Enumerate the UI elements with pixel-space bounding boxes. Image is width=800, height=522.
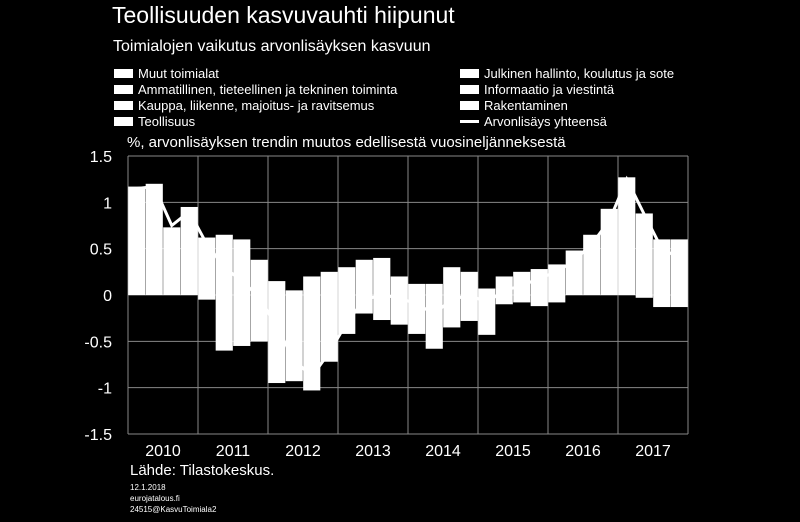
stacked-bar: [443, 267, 461, 328]
legend-label: Julkinen hallinto, koulutus ja sote: [484, 66, 675, 81]
legend-swatch: [114, 69, 133, 78]
stacked-bar: [373, 257, 391, 321]
stacked-bar: [233, 239, 251, 346]
stacked-bar: [635, 213, 653, 298]
stacked-bar: [425, 283, 443, 349]
bars: [128, 177, 688, 391]
stacked-bar: [670, 239, 688, 308]
stacked-bar: [285, 290, 303, 382]
stacked-bar: [215, 234, 233, 351]
stacked-bar: [600, 208, 618, 295]
total-line: [136, 175, 680, 379]
tick-labels: 1.5 1 0.5 0 -0.5 -1 -1.5 2010 2011 2012 2013 2014 20…: [84, 149, 670, 460]
stacked-bar: [565, 250, 583, 295]
stacked-bar: [303, 276, 321, 391]
legend-item: Kauppa, liikenne, majoitus- ja ravitsemu…: [114, 98, 374, 113]
legend-item: Rakentaminen: [460, 98, 568, 113]
stacked-bar: [408, 283, 426, 334]
legend-item: Julkinen hallinto, koulutus ja sote: [460, 66, 674, 81]
legend: Muut toimialat Ammatillinen, tieteelline…: [114, 66, 674, 130]
stacked-bar: [198, 237, 216, 300]
legend-label: Informaatio ja viestintä: [484, 82, 615, 97]
stacked-bar: [478, 288, 496, 335]
legend-swatch: [460, 69, 479, 78]
stacked-bar: [163, 227, 181, 295]
total-series-line: [136, 175, 680, 379]
y-tick-label: 0: [103, 288, 112, 305]
x-tick-label: 2016: [565, 443, 601, 460]
x-tick-label: 2011: [216, 443, 251, 460]
y-axis-label: %, arvonlisäyksen trendin muutos edellis…: [127, 134, 566, 151]
legend-swatch: [114, 101, 133, 110]
legend-item: Informaatio ja viestintä: [460, 82, 614, 97]
x-tick-label: 2014: [425, 443, 461, 460]
legend-line-swatch: [460, 120, 479, 123]
chart-subtitle: Toimialojen vaikutus arvonlisäyksen kasv…: [113, 38, 431, 55]
legend-swatch: [114, 85, 133, 94]
legend-item: Teollisuus: [114, 114, 195, 129]
legend-label: Teollisuus: [138, 114, 196, 129]
stacked-bar: [250, 259, 268, 342]
legend-label: Kauppa, liikenne, majoitus- ja ravitsemu…: [138, 98, 375, 113]
x-tick-label: 2015: [495, 443, 531, 460]
y-tick-label: 1.5: [90, 149, 112, 166]
site-note: eurojatalous.fi: [130, 494, 180, 503]
y-tick-label: 0.5: [90, 242, 112, 259]
legend-swatch: [460, 101, 479, 110]
legend-item: Muut toimialat: [114, 66, 219, 81]
stacked-bar: [320, 271, 338, 362]
source-note: Lähde: Tilastokeskus.: [130, 462, 275, 479]
y-tick-label: 1: [103, 195, 112, 212]
legend-label: Rakentaminen: [484, 98, 568, 113]
y-tick-label: -0.5: [84, 334, 112, 351]
x-tick-label: 2013: [355, 443, 391, 460]
legend-swatch: [114, 117, 133, 126]
stacked-bar: [355, 259, 373, 314]
stacked-bar: [653, 239, 671, 308]
stacked-bar: [390, 276, 408, 325]
legend-item: Ammatillinen, tieteellinen ja tekninen t…: [114, 82, 397, 97]
x-tick-label: 2017: [635, 443, 671, 460]
stacked-bar: [145, 183, 163, 295]
y-tick-label: -1.5: [84, 427, 112, 444]
legend-label: Ammatillinen, tieteellinen ja tekninen t…: [138, 82, 398, 97]
code-note: 24515@KasvuToimiala2: [130, 505, 217, 514]
date-note: 12.1.2018: [130, 483, 166, 492]
x-tick-label: 2010: [145, 443, 181, 460]
legend-label: Muut toimialat: [138, 66, 219, 81]
stacked-bar: [618, 177, 636, 295]
y-tick-label: -1: [98, 381, 112, 398]
stacked-bar: [180, 206, 198, 295]
x-tick-label: 2012: [285, 443, 321, 460]
stacked-bar: [128, 186, 146, 295]
stacked-bar: [268, 281, 286, 384]
legend-swatch: [460, 85, 479, 94]
legend-label: Arvonlisäys yhteensä: [484, 114, 607, 129]
chart-title: Teollisuuden kasvuvauhti hiipunut: [112, 2, 455, 28]
legend-item: Arvonlisäys yhteensä: [460, 114, 607, 129]
